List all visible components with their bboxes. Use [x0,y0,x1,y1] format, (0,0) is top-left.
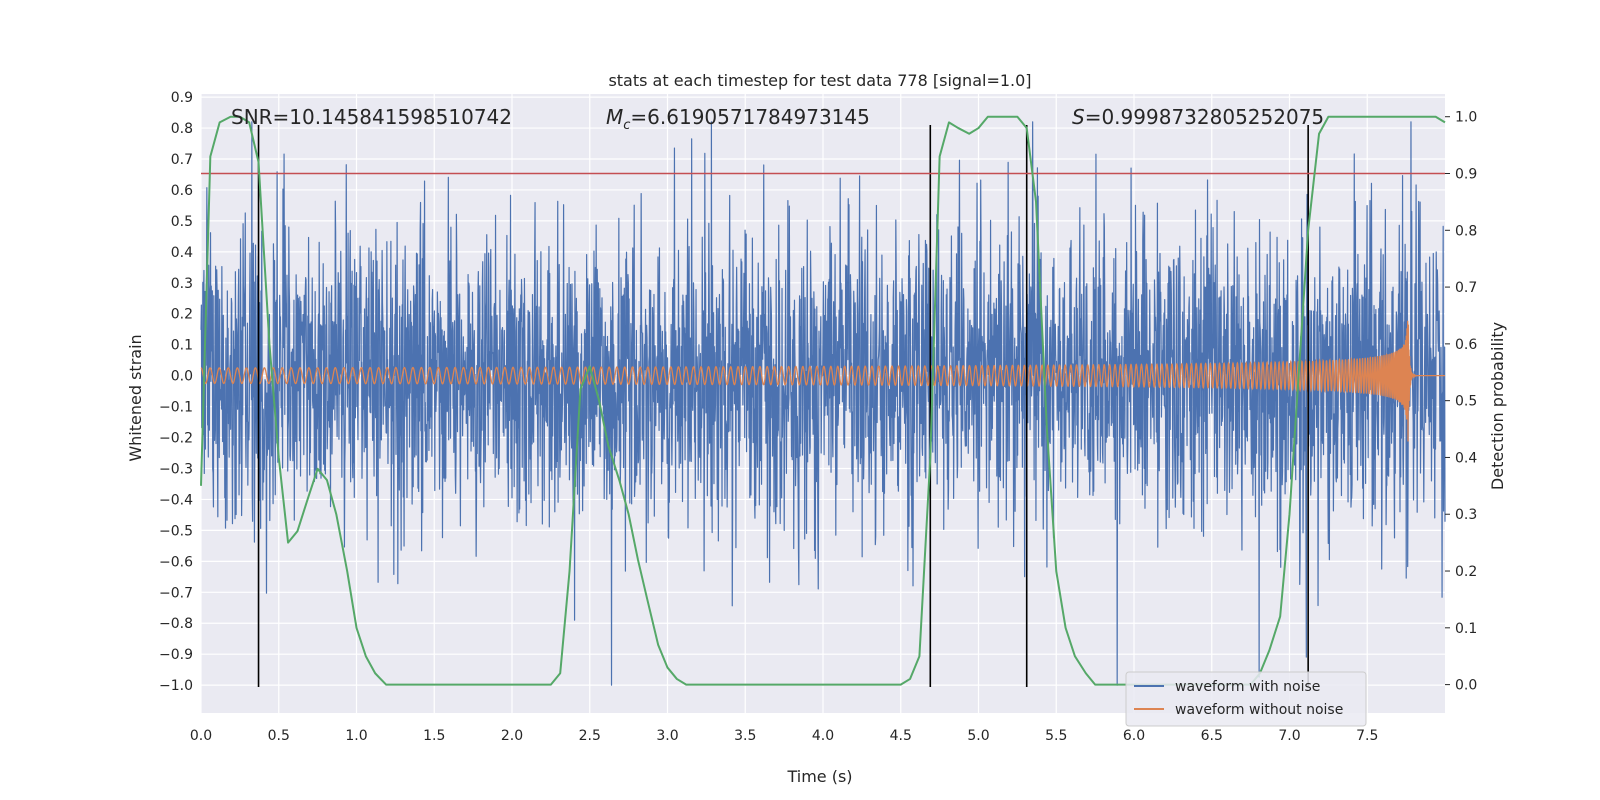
chart-title: stats at each timestep for test data 778… [608,71,1031,90]
x-tick-label: 3.5 [734,728,756,744]
x-tick-label: 5.5 [1045,728,1067,744]
y-tick-label: 0.2 [171,307,193,323]
series-waveform-with-noise [200,121,1446,686]
x-tick-label: 5.0 [967,728,989,744]
y-tick-label: 0.0 [171,369,193,385]
significance-symbol: S [1072,105,1085,129]
legend: waveform with noise waveform without noi… [1125,671,1367,727]
y-tick-label: −0.9 [159,647,193,663]
x-tick-label: 2.0 [501,728,523,744]
y-tick-label: −1.0 [159,678,193,694]
noise-waveform-path [200,121,1446,686]
y2-tick-label: 0.6 [1455,337,1477,353]
x-tick-label: 1.5 [423,728,445,744]
y-axis-label: Whitened strain [126,334,145,461]
y-tick-label: 0.7 [171,152,193,168]
y2-tick-label: 1.0 [1455,110,1477,126]
chirp-mass-value: =6.6190571784973145 [630,105,869,129]
y-tick-label: 0.3 [171,276,193,292]
x-tick-label: 7.5 [1356,728,1378,744]
y-tick-label: −0.1 [159,400,193,416]
y2-tick-label: 0.0 [1455,678,1477,694]
y2-tick-label: 0.3 [1455,507,1477,523]
y2-tick-label: 0.4 [1455,450,1477,466]
y2-tick-label: 0.7 [1455,280,1477,296]
y-tick-label: 0.5 [171,214,193,230]
legend-label-noise: waveform with noise [1175,679,1320,695]
axis-ticks: 0.0 0.5 1.0 1.5 2.0 2.5 3.0 3.5 4.0 4.5 5.0 5.5 6.0 6… [159,90,1477,744]
y2-tick-label: 0.5 [1455,394,1477,410]
x-tick-label: 0.5 [268,728,290,744]
chirp-waveform-path [200,320,1446,442]
x-tick-label: 4.5 [890,728,912,744]
y-tick-label: −0.7 [159,585,193,601]
y2-tick-label: 0.9 [1455,167,1477,183]
series-waveform-without-noise [200,320,1446,442]
x-tick-label: 1.0 [345,728,367,744]
significance-value: =0.9998732805252075 [1085,105,1324,129]
y2-axis-label: Detection probability [1488,322,1507,490]
y-tick-label: 0.4 [171,245,193,261]
y2-tick-label: 0.2 [1455,564,1477,580]
x-tick-label: 4.0 [812,728,834,744]
y-tick-label: −0.4 [159,492,193,508]
x-tick-label: 7.0 [1278,728,1300,744]
legend-box [1125,671,1367,727]
y-tick-label: 0.9 [171,90,193,106]
y-tick-label: 0.1 [171,338,193,354]
vertical-markers [257,125,1309,687]
x-tick-label: 0.0 [190,728,212,744]
y-tick-label: −0.2 [159,431,193,447]
significance-annotation: S=0.9998732805252075 [1072,105,1324,129]
chirp-mass-annotation: Mc=6.6190571784973145 [606,105,870,133]
y-tick-label: 0.8 [171,121,193,137]
y-tick-label: 0.6 [171,183,193,199]
snr-annotation: SNR=10.145841598510742 [231,105,512,129]
chirp-mass-subscript: c [623,118,630,133]
y-tick-label: −0.8 [159,616,193,632]
y-tick-label: −0.3 [159,461,193,477]
y2-tick-label: 0.1 [1455,621,1477,637]
x-tick-label: 6.5 [1201,728,1223,744]
x-tick-label: 3.0 [656,728,678,744]
chirp-mass-symbol: M [606,105,623,129]
x-tick-label: 2.5 [579,728,601,744]
y-tick-label: −0.6 [159,554,193,570]
x-tick-label: 6.0 [1123,728,1145,744]
x-axis-label: Time (s) [786,767,852,786]
legend-label-clean: waveform without noise [1175,702,1343,718]
y-tick-label: −0.5 [159,523,193,539]
y2-tick-label: 0.8 [1455,223,1477,239]
